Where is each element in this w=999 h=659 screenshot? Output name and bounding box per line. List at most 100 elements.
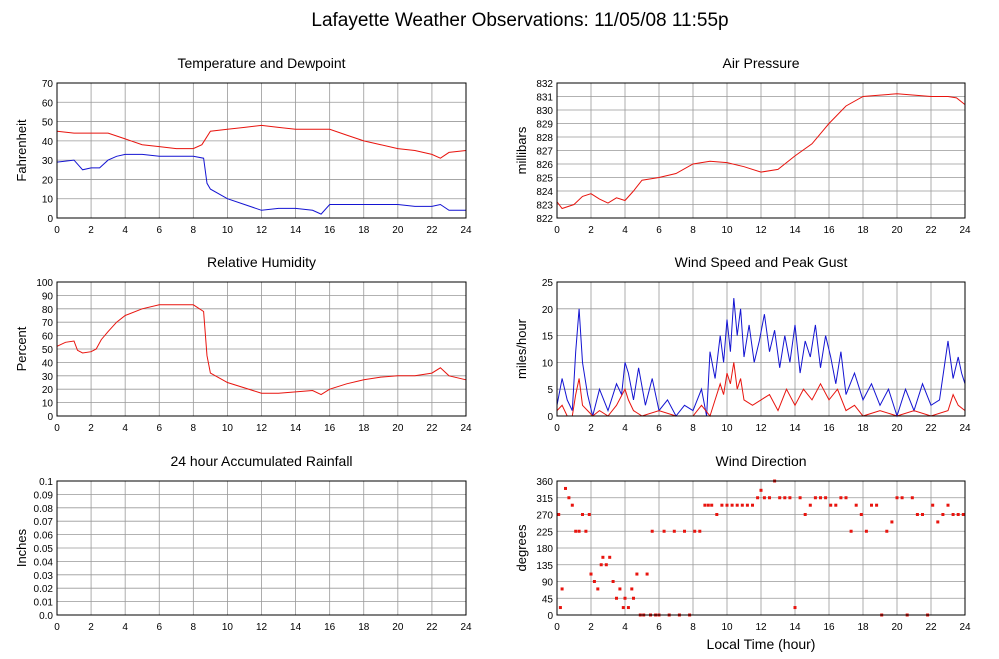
x-tick-label: 24	[460, 423, 472, 434]
data-point	[706, 503, 710, 507]
y-tick-label: 50	[42, 345, 54, 356]
data-point	[844, 496, 848, 500]
data-point	[961, 513, 965, 516]
y-tick-label: 15	[542, 332, 554, 343]
y-tick-label: 315	[536, 494, 553, 505]
y-tick-label: 0.09	[34, 490, 54, 501]
data-point	[621, 606, 625, 610]
x-tick-label: 22	[925, 423, 937, 434]
data-point	[859, 513, 863, 516]
x-tick-label: 18	[358, 225, 370, 236]
x-tick-label: 24	[460, 225, 472, 236]
y-tick-label: 80	[42, 305, 54, 316]
data-point	[632, 596, 635, 600]
data-point	[577, 529, 581, 533]
data-point	[778, 496, 782, 500]
x-tick-label: 20	[891, 423, 903, 434]
data-point	[910, 496, 914, 500]
data-point	[813, 496, 817, 500]
x-tick-label: 8	[191, 225, 197, 236]
chart-title: Wind Speed and Peak Gust	[675, 254, 848, 270]
y-tick-label: 60	[42, 98, 54, 109]
x-tick-label: 16	[324, 225, 336, 236]
data-point	[587, 513, 591, 516]
data-point	[567, 496, 571, 500]
x-tick-label: 0	[554, 225, 560, 236]
x-tick-label: 22	[925, 225, 937, 236]
data-point	[951, 513, 955, 516]
x-tick-label: 4	[622, 225, 628, 236]
x-tick-label: 2	[88, 225, 94, 236]
y-tick-label: 360	[536, 477, 553, 488]
x-tick-label: 10	[222, 423, 234, 434]
chart-title: Relative Humidity	[207, 254, 316, 270]
data-point	[662, 529, 666, 533]
y-tick-label: 5	[547, 385, 553, 396]
y-axis-label: miles/hour	[514, 318, 529, 379]
x-tick-label: 12	[256, 225, 268, 236]
plot-frame	[56, 82, 467, 219]
x-tick-label: 20	[891, 225, 903, 236]
x-tick-label: 16	[324, 423, 336, 434]
y-tick-label: 0.01	[34, 598, 54, 609]
x-tick-label: 2	[588, 225, 594, 236]
y-axis-label: Fahrenheit	[14, 119, 29, 182]
x-axis-label: Local Time (hour)	[707, 636, 816, 652]
series-line-red	[56, 304, 467, 396]
x-tick-label: 6	[656, 225, 662, 236]
y-tick-label: 827	[536, 147, 553, 158]
y-tick-label: 0.06	[34, 531, 54, 542]
data-point	[574, 529, 578, 533]
page-title: Lafayette Weather Observations: 11/05/08…	[311, 10, 728, 31]
y-tick-label: 823	[536, 201, 553, 212]
x-tick-label: 16	[823, 622, 835, 633]
x-tick-label: 14	[789, 225, 801, 236]
data-point	[834, 503, 838, 507]
x-tick-label: 18	[857, 622, 869, 633]
data-point	[735, 503, 739, 507]
data-point	[793, 606, 797, 610]
x-tick-label: 14	[290, 225, 302, 236]
plot-frame	[556, 480, 966, 616]
series-line-blue	[556, 298, 966, 418]
data-point	[824, 496, 828, 500]
x-tick-label: 18	[857, 225, 869, 236]
y-tick-label: 0	[547, 412, 553, 423]
y-tick-label: 0.03	[34, 571, 54, 582]
x-tick-label: 0	[54, 423, 60, 434]
x-tick-label: 8	[690, 622, 696, 633]
series-line-red	[556, 362, 966, 418]
y-tick-label: 10	[42, 399, 54, 410]
x-tick-label: 10	[222, 225, 234, 236]
y-tick-label: 0.0	[39, 611, 53, 622]
y-tick-label: 25	[542, 278, 554, 289]
y-tick-label: 824	[536, 187, 553, 198]
data-point	[608, 555, 612, 559]
y-axis-label: Inches	[14, 528, 29, 567]
y-tick-label: 0	[47, 214, 53, 225]
x-tick-label: 20	[891, 622, 903, 633]
data-point	[829, 503, 833, 507]
x-tick-label: 12	[256, 622, 268, 633]
y-tick-label: 10	[42, 195, 54, 206]
data-point	[885, 529, 889, 533]
data-point	[808, 503, 812, 507]
x-tick-label: 20	[392, 423, 404, 434]
y-tick-label: 70	[42, 79, 54, 90]
y-tick-label: 826	[536, 160, 553, 171]
y-tick-label: 830	[536, 106, 553, 117]
y-tick-label: 30	[42, 156, 54, 167]
data-point	[703, 503, 707, 507]
data-point	[864, 529, 868, 533]
x-tick-label: 12	[256, 423, 268, 434]
y-tick-label: 90	[42, 291, 54, 302]
x-tick-label: 10	[721, 622, 733, 633]
series-line-blue	[56, 153, 466, 215]
x-tick-label: 18	[358, 622, 370, 633]
y-tick-label: 0.04	[34, 557, 54, 568]
x-tick-label: 6	[156, 225, 162, 236]
y-tick-label: 30	[42, 372, 54, 383]
series-line-red	[556, 93, 966, 210]
